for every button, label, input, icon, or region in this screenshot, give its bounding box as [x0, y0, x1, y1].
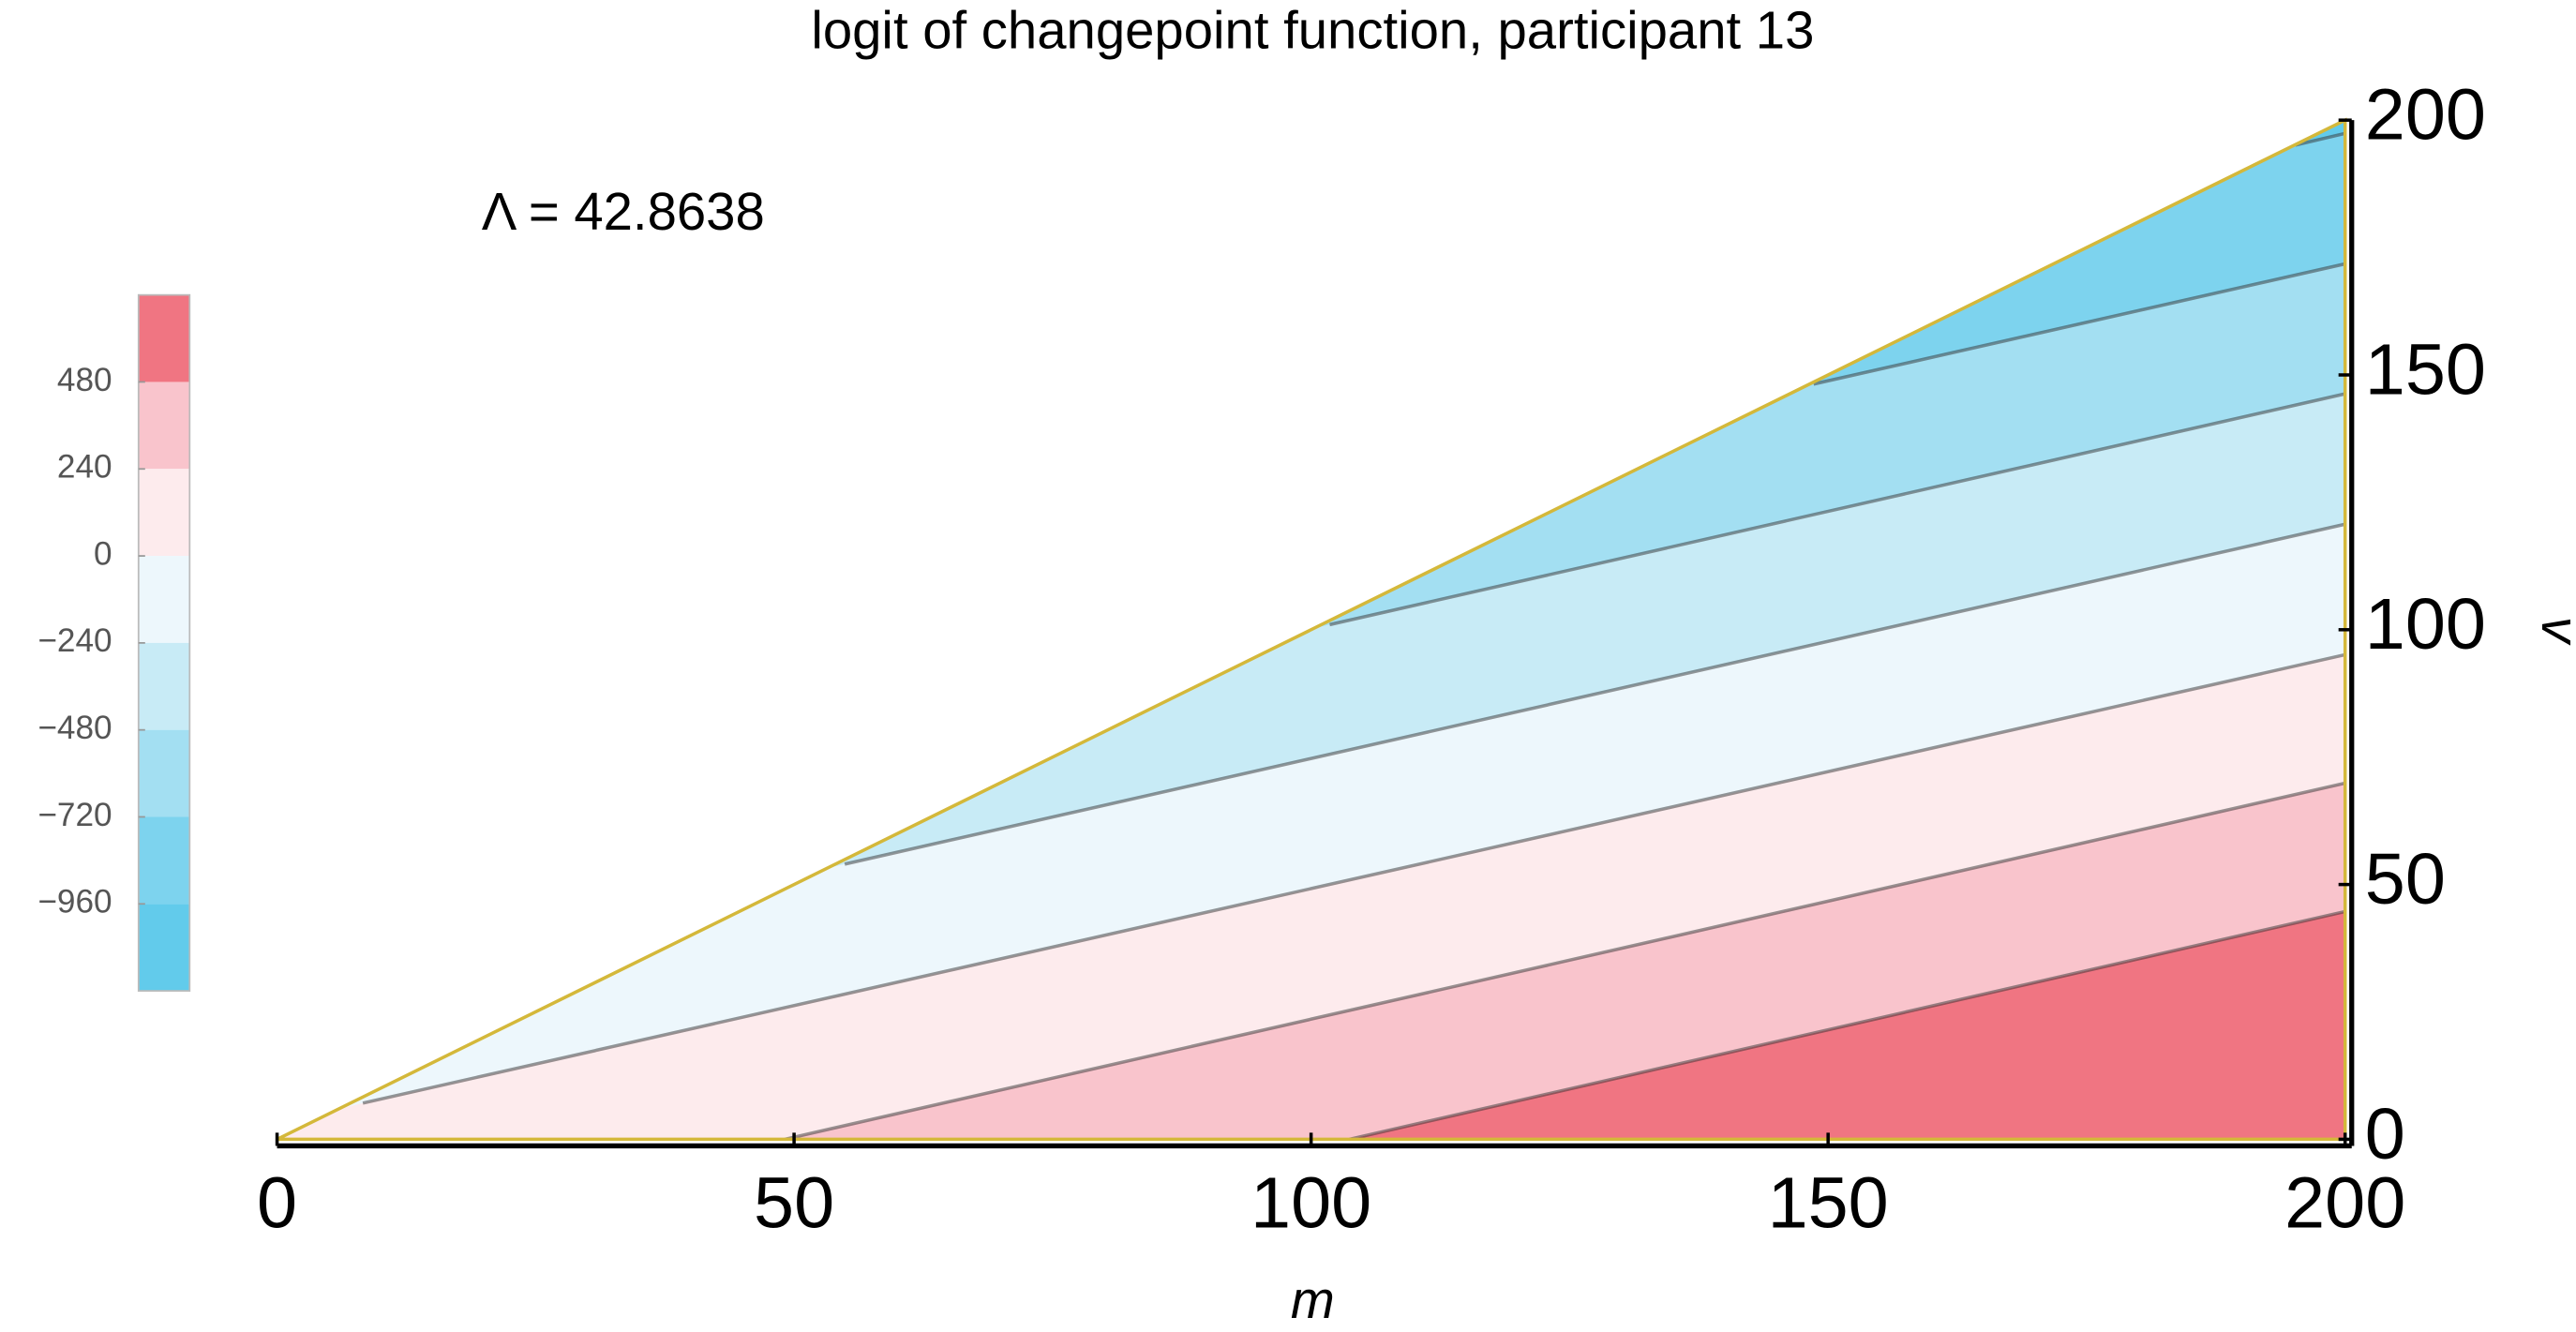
colorbar-tick-label: −240 [37, 622, 112, 659]
contour-band [277, 617, 2345, 1140]
colorbar-swatch [138, 469, 190, 557]
colorbar-swatch [138, 294, 190, 382]
contour-band [277, 874, 2345, 1140]
y-axis-label: v [2531, 617, 2576, 646]
y-tick-label: 0 [2365, 1094, 2405, 1175]
contour-line [1349, 909, 2346, 1142]
annotation: Λ = 42.8638 [482, 182, 765, 241]
colorbar-tick-label: −720 [37, 797, 112, 833]
x-tick-label: 0 [257, 1163, 297, 1244]
colorbar-swatch [138, 729, 190, 817]
colorbar-tick-label: 480 [57, 362, 112, 398]
chart-title: logit of changepoint function, participa… [811, 1, 1814, 60]
y-tick-label: 50 [2365, 839, 2446, 920]
y-tick-label: 200 [2365, 75, 2486, 156]
x-axis-label: m [1291, 1270, 1335, 1329]
colorbar-tick-label: −960 [37, 884, 112, 920]
x-tick-label: 200 [2284, 1163, 2405, 1244]
contour-line [2295, 131, 2346, 147]
colorbar-tick-label: 0 [94, 535, 112, 572]
colorbar-swatch [138, 904, 190, 992]
x-tick-label: 150 [1768, 1163, 1889, 1244]
colorbar-swatch [138, 382, 190, 470]
contour-line [784, 781, 2346, 1142]
colorbar-swatch [138, 816, 190, 905]
contour-line [1329, 392, 2346, 627]
x-tick-label: 100 [1251, 1163, 1371, 1244]
contour-line [1813, 262, 2346, 386]
contour-area [277, 120, 2345, 1140]
contour-band [277, 486, 2345, 1140]
contour-line [844, 522, 2346, 866]
y-tick-label: 150 [2365, 329, 2486, 410]
contour-line [362, 652, 2346, 1105]
colorbar-tick-label: 240 [57, 449, 112, 486]
colorbar-swatch [138, 556, 190, 643]
colorbar-tick-label: −480 [37, 710, 112, 746]
x-tick-label: 50 [754, 1163, 834, 1244]
colorbar-swatch [138, 642, 190, 730]
contour-band [277, 745, 2345, 1140]
y-tick-label: 100 [2365, 584, 2486, 665]
